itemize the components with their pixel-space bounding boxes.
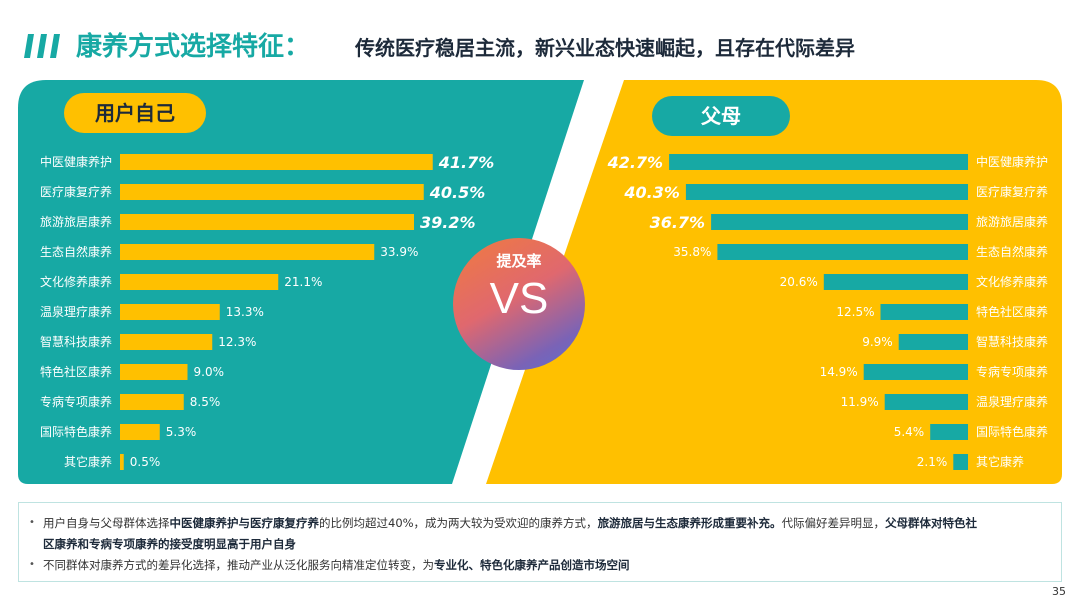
data-label: 9.0% bbox=[194, 365, 225, 379]
data-label: 0.5% bbox=[130, 455, 161, 469]
bar bbox=[120, 394, 184, 410]
data-label: 14.9% bbox=[820, 365, 858, 379]
note-segment: 专业化、特色化康养产品创造市场空间 bbox=[434, 558, 630, 572]
data-label: 11.9% bbox=[841, 395, 879, 409]
category-label: 其它康养 bbox=[976, 454, 1024, 469]
vs-text: VS bbox=[489, 274, 549, 323]
bar bbox=[120, 334, 213, 350]
bar bbox=[880, 304, 968, 320]
note-segment: 区康养和专病专项康养的接受度明显高于用户自身 bbox=[43, 537, 296, 551]
category-label: 特色社区康养 bbox=[40, 364, 112, 379]
title-bars-icon bbox=[24, 34, 60, 58]
category-label: 特色社区康养 bbox=[976, 304, 1048, 319]
category-label: 智慧科技康养 bbox=[40, 334, 112, 349]
bar bbox=[717, 244, 968, 260]
note-segment: 中医健康养护与医疗康复疗养 bbox=[169, 516, 320, 530]
bar bbox=[120, 274, 279, 290]
data-label: 42.7% bbox=[607, 153, 664, 172]
group-label-self: 用户自己 bbox=[64, 93, 206, 133]
category-label: 专病专项康养 bbox=[40, 394, 112, 409]
bullet-icon: • bbox=[29, 559, 35, 570]
bar bbox=[120, 364, 188, 380]
data-label: 40.3% bbox=[623, 183, 680, 202]
data-label: 20.6% bbox=[780, 275, 818, 289]
data-label: 21.1% bbox=[284, 275, 322, 289]
category-label: 其它康养 bbox=[64, 454, 112, 469]
bar bbox=[120, 214, 414, 230]
note-line-3: 不同群体对康养方式的差异化选择，推动产业从泛化服务向精准定位转变，为专业化、特色… bbox=[43, 555, 630, 575]
page-subtitle: 传统医疗稳居主流，新兴业态快速崛起，且存在代际差异 bbox=[355, 36, 855, 60]
vs-metric-label: 提及率 bbox=[496, 252, 542, 270]
data-label: 39.2% bbox=[420, 213, 476, 232]
bar bbox=[669, 154, 968, 170]
data-label: 36.7% bbox=[650, 213, 706, 232]
category-label: 专病专项康养 bbox=[976, 364, 1048, 379]
category-label: 旅游旅居康养 bbox=[40, 214, 112, 229]
category-label: 智慧科技康养 bbox=[976, 334, 1048, 349]
data-label: 41.7% bbox=[438, 153, 495, 172]
data-label: 12.5% bbox=[836, 305, 874, 319]
vs-circle: 提及率 VS bbox=[453, 238, 585, 370]
bar bbox=[823, 274, 968, 290]
category-label: 医疗康复疗养 bbox=[976, 184, 1048, 199]
bar bbox=[120, 154, 433, 170]
bar bbox=[120, 184, 424, 200]
bar bbox=[863, 364, 968, 380]
category-label: 中医健康养护 bbox=[40, 154, 112, 169]
category-label: 温泉理疗康养 bbox=[976, 394, 1048, 409]
bar bbox=[120, 454, 124, 470]
bar bbox=[898, 334, 968, 350]
category-label: 旅游旅居康养 bbox=[976, 214, 1048, 229]
category-label: 国际特色康养 bbox=[40, 424, 112, 439]
note-segment: 旅游旅居与生态康养形成重要补充。 bbox=[597, 516, 782, 530]
category-label: 文化修养康养 bbox=[976, 274, 1048, 289]
data-label: 2.1% bbox=[917, 455, 948, 469]
bar bbox=[711, 214, 968, 230]
group-label-parents: 父母 bbox=[652, 96, 790, 136]
note-segment: 不同群体对康养方式的差异化选择，推动产业从泛化服务向精准定位转变，为 bbox=[43, 558, 434, 572]
category-label: 生态自然康养 bbox=[976, 244, 1048, 259]
page-title: 康养方式选择特征： bbox=[76, 32, 311, 62]
right-panel bbox=[486, 80, 1062, 484]
bullet-icon: • bbox=[29, 517, 35, 528]
category-label: 生态自然康养 bbox=[40, 244, 112, 259]
note-line-2: 区康养和专病专项康养的接受度明显高于用户自身 bbox=[43, 534, 296, 554]
data-label: 9.9% bbox=[862, 335, 893, 349]
note-segment: 代际偏好差异明显， bbox=[781, 516, 886, 530]
data-label: 5.3% bbox=[166, 425, 197, 439]
note-segment: 父母群体对特色社 bbox=[885, 516, 978, 530]
notes-box: • 用户自身与父母群体选择中医健康养护与医疗康复疗养的比例均超过40%，成为两大… bbox=[18, 502, 1062, 582]
bar bbox=[953, 454, 968, 470]
note-segment: 的比例均超过40%，成为两大较为受欢迎的康养方式， bbox=[319, 516, 598, 530]
data-label: 8.5% bbox=[190, 395, 221, 409]
data-label: 12.3% bbox=[218, 335, 256, 349]
category-label: 国际特色康养 bbox=[976, 424, 1048, 439]
bar bbox=[685, 184, 968, 200]
data-label: 35.8% bbox=[673, 245, 711, 259]
note-segment: 用户自身与父母群体选择 bbox=[43, 516, 170, 530]
bar bbox=[120, 424, 160, 440]
data-label: 13.3% bbox=[226, 305, 264, 319]
data-label: 33.9% bbox=[380, 245, 418, 259]
note-line-1: 用户自身与父母群体选择中医健康养护与医疗康复疗养的比例均超过40%，成为两大较为… bbox=[43, 513, 977, 533]
data-label: 40.5% bbox=[429, 183, 486, 202]
data-label: 5.4% bbox=[894, 425, 925, 439]
bar bbox=[120, 244, 375, 260]
category-label: 医疗康复疗养 bbox=[40, 184, 112, 199]
title-bar: 康养方式选择特征： 传统医疗稳居主流，新兴业态快速崛起，且存在代际差异 bbox=[0, 0, 1080, 80]
category-label: 中医健康养护 bbox=[976, 154, 1048, 169]
left-panel bbox=[18, 80, 584, 484]
category-label: 文化修养康养 bbox=[40, 274, 112, 289]
bar bbox=[884, 394, 968, 410]
category-label: 温泉理疗康养 bbox=[40, 304, 112, 319]
page-number: 35 bbox=[1052, 585, 1066, 598]
bar bbox=[930, 424, 968, 440]
bar bbox=[120, 304, 220, 320]
